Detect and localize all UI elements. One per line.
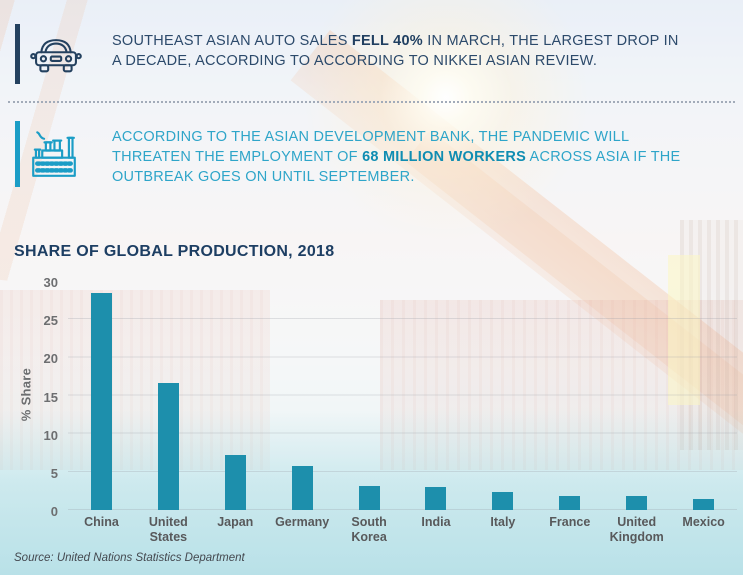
x-label: China xyxy=(84,515,119,529)
bar-column xyxy=(269,281,336,510)
x-label: United States xyxy=(148,515,188,544)
bar-india xyxy=(425,487,447,510)
callout2-line3: OUTBREAK GOES ON UNTIL SEPTEMBER. xyxy=(112,169,415,185)
bar-germany xyxy=(291,465,313,510)
bar-column xyxy=(135,281,202,510)
bar-mexico xyxy=(693,498,715,510)
y-tick: 5 xyxy=(50,465,58,481)
callout1-bold-stat: FELL 40% xyxy=(351,33,423,49)
callout2-line1: ACCORDING TO THE ASIAN DEVELOPMENT BANK,… xyxy=(112,129,630,145)
x-label: South Korea xyxy=(351,515,387,544)
y-tick: 0 xyxy=(50,504,58,519)
x-label: Italy xyxy=(490,515,516,529)
callout2-text: ACCORDING TO THE ASIAN DEVELOPMENT BANK,… xyxy=(112,127,680,187)
bar-united-states xyxy=(157,383,179,510)
dotted-divider xyxy=(8,101,735,103)
callout2-line2: THREATEN THE EMPLOYMENT OF 68 MILLION WO… xyxy=(112,149,681,165)
x-label: France xyxy=(549,515,591,529)
bar-column xyxy=(536,281,603,510)
x-label: United Kingdom xyxy=(609,515,664,544)
bar-chart: % Share 0 5 10 15 20 25 30 China United States J… xyxy=(8,270,737,570)
bar-south-korea xyxy=(358,485,380,510)
x-label: Japan xyxy=(217,515,254,529)
bar-united-kingdom xyxy=(626,496,648,510)
callout1-line2: A DECADE, ACCORDING TO ACCORDING TO NIKK… xyxy=(112,53,598,69)
bar-column xyxy=(403,281,470,510)
bar-column xyxy=(68,281,135,510)
source-note: Source: United Nations Statistics Depart… xyxy=(14,552,245,564)
chart-title: SHARE OF GLOBAL PRODUCTION, 2018 xyxy=(14,243,335,260)
callout1-text: SOUTHEAST ASIAN AUTO SALES FELL 40% IN M… xyxy=(112,31,679,71)
callout2-bold-stat: 68 MILLION WORKERS xyxy=(362,149,527,165)
callout1-line1: SOUTHEAST ASIAN AUTO SALES FELL 40% IN M… xyxy=(112,33,679,49)
y-tick: 10 xyxy=(43,427,58,443)
y-tick: 20 xyxy=(43,351,58,367)
bar-column xyxy=(603,281,670,510)
bar-france xyxy=(559,495,581,510)
y-tick: 25 xyxy=(43,313,58,329)
x-axis-labels: China United States Japan Germany South Kore… xyxy=(68,515,737,545)
callout2-accent-bar xyxy=(15,121,20,187)
x-label: India xyxy=(421,515,451,529)
x-label: Mexico xyxy=(682,515,725,529)
bar-column xyxy=(202,281,269,510)
bar-china xyxy=(90,293,112,510)
y-tick: 30 xyxy=(43,275,58,290)
y-axis-ticks: 0 5 10 15 20 25 30 xyxy=(8,275,58,519)
callout1-accent-bar xyxy=(15,24,20,84)
bar-column xyxy=(336,281,403,510)
bar-italy xyxy=(492,492,514,510)
y-tick: 15 xyxy=(43,389,58,405)
bar-column xyxy=(469,281,536,510)
x-label: Germany xyxy=(275,515,330,529)
bar-column xyxy=(670,281,737,510)
chart-plot xyxy=(68,281,737,510)
bar-japan xyxy=(224,455,246,510)
car-icon xyxy=(30,31,82,77)
factory-icon xyxy=(26,127,82,183)
